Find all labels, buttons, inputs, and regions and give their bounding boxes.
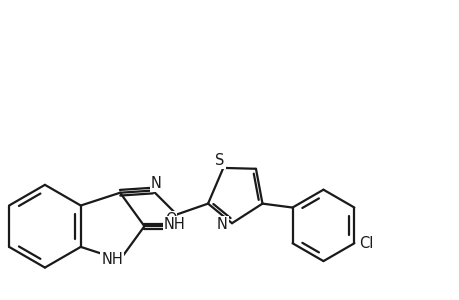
Text: NH: NH <box>101 252 123 267</box>
Text: O: O <box>164 212 176 227</box>
Text: N: N <box>151 176 161 191</box>
Text: N: N <box>217 217 227 232</box>
Text: S: S <box>215 153 224 168</box>
Text: Cl: Cl <box>358 236 373 251</box>
Text: NH: NH <box>163 217 185 232</box>
